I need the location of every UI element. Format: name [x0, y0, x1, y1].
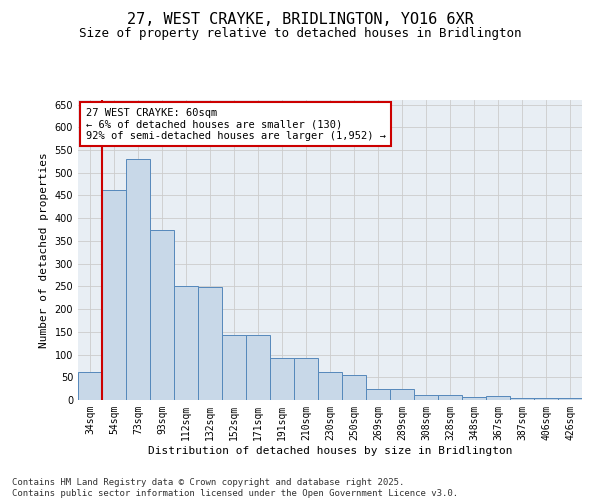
- Bar: [102, 190, 126, 400]
- Bar: [534, 398, 558, 400]
- Bar: [486, 396, 510, 400]
- Bar: [126, 159, 150, 400]
- Bar: [174, 286, 198, 400]
- Bar: [558, 398, 582, 400]
- Bar: [246, 336, 270, 400]
- Bar: [390, 388, 414, 400]
- Text: Contains HM Land Registry data © Crown copyright and database right 2025.
Contai: Contains HM Land Registry data © Crown c…: [12, 478, 458, 498]
- Text: Size of property relative to detached houses in Bridlington: Size of property relative to detached ho…: [79, 28, 521, 40]
- Bar: [198, 288, 222, 400]
- X-axis label: Distribution of detached houses by size in Bridlington: Distribution of detached houses by size …: [148, 446, 512, 456]
- Bar: [342, 375, 366, 400]
- Bar: [462, 398, 486, 400]
- Bar: [150, 230, 174, 400]
- Bar: [222, 336, 246, 400]
- Text: 27 WEST CRAYKE: 60sqm
← 6% of detached houses are smaller (130)
92% of semi-deta: 27 WEST CRAYKE: 60sqm ← 6% of detached h…: [86, 108, 386, 140]
- Bar: [318, 372, 342, 400]
- Bar: [294, 358, 318, 400]
- Bar: [78, 372, 102, 400]
- Text: 27, WEST CRAYKE, BRIDLINGTON, YO16 6XR: 27, WEST CRAYKE, BRIDLINGTON, YO16 6XR: [127, 12, 473, 28]
- Bar: [366, 388, 390, 400]
- Bar: [438, 396, 462, 400]
- Bar: [510, 398, 534, 400]
- Bar: [414, 396, 438, 400]
- Bar: [270, 358, 294, 400]
- Y-axis label: Number of detached properties: Number of detached properties: [39, 152, 49, 348]
